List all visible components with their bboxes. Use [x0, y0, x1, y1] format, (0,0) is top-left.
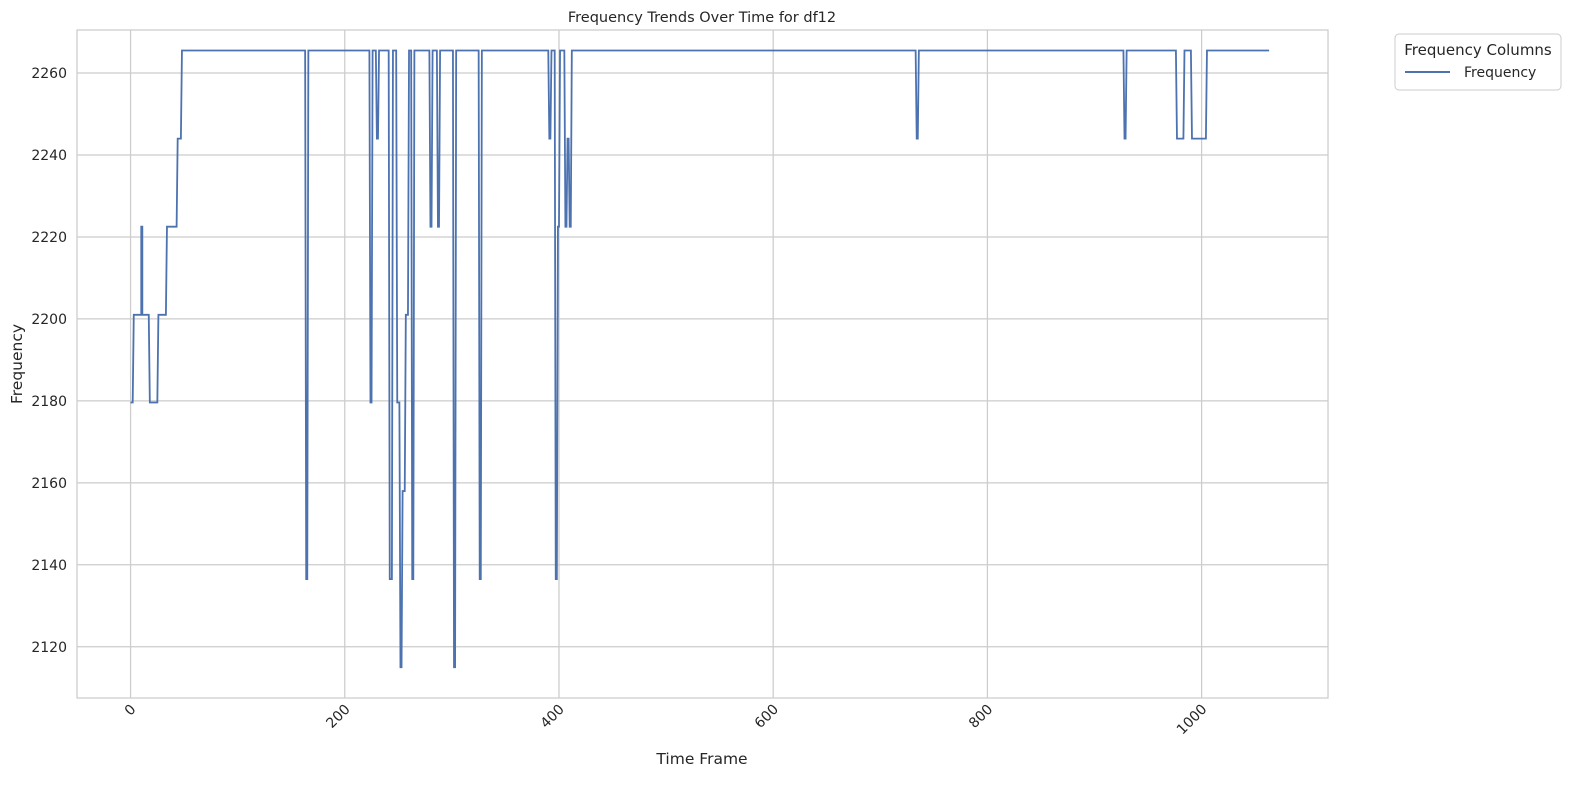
y-axis-label: Frequency	[8, 324, 26, 404]
plot-frame	[76, 29, 1329, 699]
y-tick-label: 2220	[31, 230, 67, 246]
y-tick-label: 2260	[31, 66, 67, 82]
legend-box	[1394, 33, 1562, 91]
chart-title: Frequency Trends Over Time for df12	[568, 10, 836, 26]
y-tick-label: 2240	[31, 148, 67, 164]
y-tick-label: 2140	[31, 558, 67, 574]
legend-entry-frequency: Frequency	[1464, 65, 1536, 81]
x-axis-label: Time Frame	[655, 750, 747, 768]
legend: Frequency Columns Frequency	[1394, 33, 1562, 91]
legend-title: Frequency Columns	[1404, 41, 1552, 59]
y-tick-label: 2180	[31, 394, 67, 410]
y-tick-label: 2200	[31, 312, 67, 328]
y-tick-label: 2160	[31, 476, 67, 492]
y-tick-label: 2120	[31, 640, 67, 656]
series-layer	[130, 49, 1270, 669]
series-line-frequency	[130, 49, 1270, 669]
